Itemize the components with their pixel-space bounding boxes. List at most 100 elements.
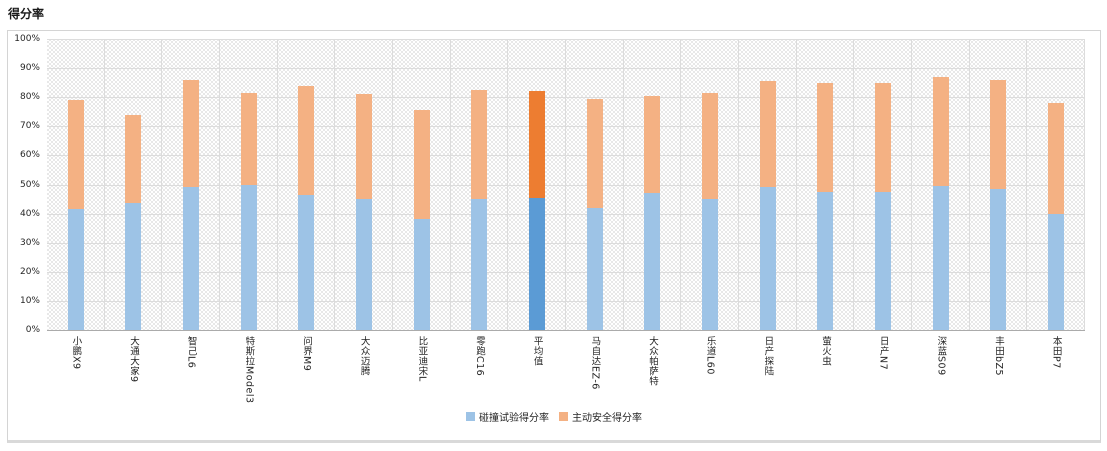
bar-slot xyxy=(278,39,336,330)
bar-segment-crash-score[interactable] xyxy=(471,199,488,330)
bar-segment-crash-score[interactable] xyxy=(817,191,834,330)
stacked-bar[interactable] xyxy=(759,81,776,330)
x-axis-label-text: 比亚迪宋L xyxy=(416,336,428,382)
y-axis-label: 60% xyxy=(19,150,40,161)
bar-slot xyxy=(393,39,451,330)
bar-slot xyxy=(105,39,163,330)
stacked-bar[interactable] xyxy=(932,76,949,330)
y-axis-label: 30% xyxy=(19,237,40,248)
horizontal-gridline xyxy=(47,39,1085,40)
x-axis-label: 小鹏X9 xyxy=(47,336,105,406)
legend-swatch-crash-score xyxy=(466,412,475,421)
bar-segment-crash-score[interactable] xyxy=(759,187,776,330)
vertical-gridline xyxy=(334,39,335,330)
stacked-bar[interactable] xyxy=(875,82,892,330)
bar-segment-crash-score[interactable] xyxy=(240,184,257,330)
bar-segment-active-safety[interactable] xyxy=(356,94,373,200)
bar-segment-crash-score[interactable] xyxy=(356,199,373,330)
bar-segment-active-safety[interactable] xyxy=(644,95,661,194)
bar-segment-active-safety[interactable] xyxy=(932,76,949,186)
stacked-bar[interactable] xyxy=(183,79,200,330)
x-axis-label: 问界M9 xyxy=(278,336,336,406)
stacked-bar[interactable] xyxy=(240,92,257,330)
stacked-bar[interactable] xyxy=(125,114,142,330)
legend-item-active-safety[interactable]: 主动安全得分率 xyxy=(559,409,642,424)
bar-segment-active-safety[interactable] xyxy=(875,82,892,192)
vertical-gridline xyxy=(392,39,393,330)
y-axis-label: 90% xyxy=(19,63,40,74)
vertical-gridline xyxy=(738,39,739,330)
stacked-bar[interactable] xyxy=(67,100,84,330)
bar-slot xyxy=(970,39,1028,330)
bar-segment-crash-score[interactable] xyxy=(932,185,949,330)
bar-segment-crash-score[interactable] xyxy=(413,219,430,330)
bar-segment-active-safety[interactable] xyxy=(990,79,1007,189)
horizontal-gridline xyxy=(47,242,1085,244)
bar-segment-active-safety[interactable] xyxy=(702,92,719,200)
horizontal-gridline xyxy=(47,97,1085,99)
x-axis-label-text: 大通大家9 xyxy=(127,336,139,383)
bar-segment-crash-score[interactable] xyxy=(183,187,200,330)
x-axis-label: 大通大家9 xyxy=(105,336,163,406)
stacked-bar[interactable] xyxy=(413,110,430,330)
stacked-bar[interactable] xyxy=(990,79,1007,330)
vertical-gridline xyxy=(161,39,162,330)
bar-segment-active-safety[interactable] xyxy=(1048,103,1065,214)
stacked-bar[interactable] xyxy=(586,98,603,330)
stacked-bar[interactable] xyxy=(644,95,661,330)
bar-segment-active-safety[interactable] xyxy=(67,100,84,210)
bar-segment-crash-score[interactable] xyxy=(990,188,1007,330)
bar-segment-active-safety[interactable] xyxy=(586,98,603,208)
bar-segment-crash-score[interactable] xyxy=(702,199,719,330)
x-axis-label-text: 深蓝S09 xyxy=(935,336,947,376)
horizontal-gridline xyxy=(47,271,1085,273)
x-axis-label: 丰田bZ5 xyxy=(970,336,1028,406)
bar-segment-active-safety[interactable] xyxy=(298,85,315,195)
bar-segment-active-safety[interactable] xyxy=(759,81,776,188)
stacked-bar[interactable] xyxy=(702,92,719,330)
bar-segment-active-safety[interactable] xyxy=(240,92,257,185)
bar-segment-active-safety[interactable] xyxy=(183,79,200,188)
vertical-gridline xyxy=(1084,39,1085,330)
bar-segment-crash-score[interactable] xyxy=(529,197,546,330)
bar-segment-crash-score[interactable] xyxy=(125,203,142,330)
x-axis-label-text: 大众迈腾 xyxy=(358,336,370,376)
x-axis-label: 马自达EZ-6 xyxy=(566,336,624,406)
bar-segment-active-safety[interactable] xyxy=(817,82,834,192)
x-axis-label: 日产N7 xyxy=(854,336,912,406)
chart-title: 得分率 xyxy=(8,7,45,21)
bar-segment-active-safety[interactable] xyxy=(471,89,488,200)
y-axis-label: 70% xyxy=(19,121,40,132)
bar-segment-crash-score[interactable] xyxy=(586,207,603,330)
bar-segment-crash-score[interactable] xyxy=(298,194,315,330)
x-axis-label-text: 零跑C16 xyxy=(473,336,485,377)
horizontal-gridline xyxy=(47,184,1085,186)
legend-item-crash-score[interactable]: 碰撞试验得分率 xyxy=(466,409,549,424)
stacked-bar[interactable] xyxy=(471,89,488,330)
x-axis-label: 萤火虫 xyxy=(797,336,855,406)
bar-slot xyxy=(220,39,278,330)
horizontal-gridline xyxy=(47,300,1085,302)
stacked-bar[interactable] xyxy=(817,82,834,330)
stacked-bar[interactable] xyxy=(1048,103,1065,330)
stacked-bar[interactable] xyxy=(356,94,373,330)
x-axis-label: 智己L6 xyxy=(162,336,220,406)
x-axis-label: 平均值 xyxy=(508,336,566,406)
bar-segment-crash-score[interactable] xyxy=(875,191,892,330)
vertical-gridline xyxy=(853,39,854,330)
bar-segment-crash-score[interactable] xyxy=(67,209,84,330)
bar-segment-crash-score[interactable] xyxy=(644,193,661,330)
bar-segment-active-safety[interactable] xyxy=(413,110,430,220)
legend-label-active-safety: 主动安全得分率 xyxy=(572,413,642,424)
horizontal-gridline xyxy=(47,155,1085,157)
x-axis-label: 特斯拉Model3 xyxy=(220,336,278,406)
vertical-gridline xyxy=(796,39,797,330)
stacked-bar[interactable] xyxy=(298,85,315,330)
bar-segment-active-safety[interactable] xyxy=(529,91,546,198)
bar-segment-active-safety[interactable] xyxy=(125,114,142,204)
stacked-bar[interactable] xyxy=(529,91,546,330)
vertical-gridline xyxy=(623,39,624,330)
bar-segment-crash-score[interactable] xyxy=(1048,213,1065,330)
bar-slot xyxy=(624,39,682,330)
